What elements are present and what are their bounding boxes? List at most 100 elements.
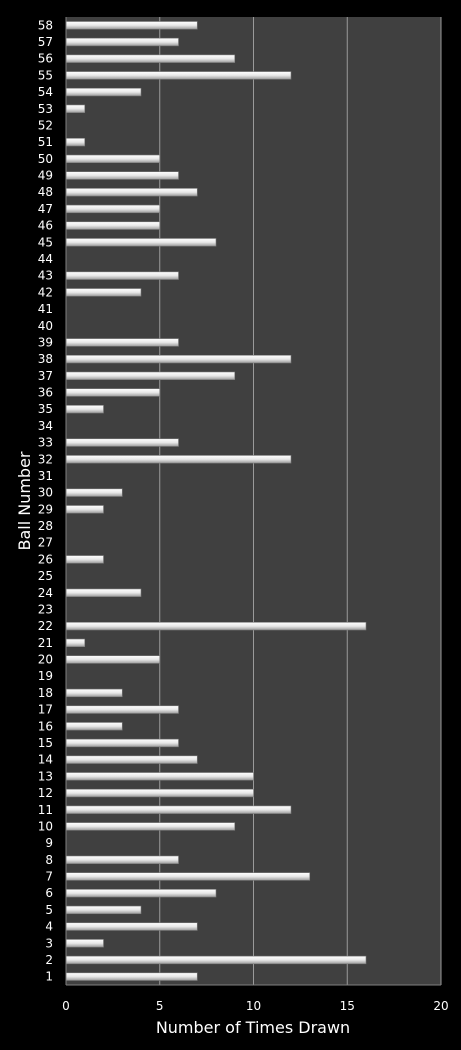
y-tick-label: 41 [38,302,53,316]
bar-ball-57 [65,37,179,47]
bar-ball-20 [65,655,161,664]
bar-ball-35 [65,405,104,414]
y-tick-label: 15 [38,736,53,750]
y-tick-label: 12 [38,786,53,800]
bar-ball-32 [65,455,292,464]
bar-ball-3 [65,939,104,948]
x-axis-title: Number of Times Drawn [156,1018,350,1037]
bar-ball-43 [65,271,179,280]
y-tick-label: 31 [38,469,53,483]
bar-ball-11 [65,805,292,814]
bar-ball-16 [65,722,123,731]
y-tick-label: 56 [38,52,53,66]
y-tick-label: 51 [38,135,53,149]
bar-ball-33 [65,438,179,447]
bar-ball-56 [65,54,236,63]
x-tick-label: 5 [156,999,164,1013]
bar-ball-13 [65,772,254,781]
y-tick-label: 11 [38,803,53,817]
y-tick-label: 7 [45,870,53,884]
bar-ball-5 [65,905,142,915]
bar-ball-15 [65,738,179,748]
bar-ball-47 [65,204,161,214]
bar-ball-39 [65,338,179,347]
y-tick-label: 40 [38,319,53,333]
bar-ball-7 [65,872,311,881]
x-tick-labels: 0 5 10 15 20 [62,999,448,1013]
y-tick-label: 39 [38,335,53,349]
bar-ball-6 [65,889,217,898]
y-tick-label: 43 [38,269,53,283]
bar-ball-30 [65,488,123,497]
bar-ball-36 [65,388,161,397]
y-tick-label: 54 [38,85,53,99]
y-tick-label: 13 [38,769,53,783]
y-tick-labels: 1234567891011121314151617181920212223242… [38,18,53,983]
y-tick-label: 34 [38,419,53,433]
y-tick-label: 3 [45,936,53,950]
y-tick-label: 35 [38,402,53,416]
y-axis-title: Ball Number [15,451,34,550]
bar-ball-37 [65,371,236,380]
y-tick-label: 21 [38,636,53,650]
y-tick-label: 50 [38,152,53,166]
y-tick-label: 16 [38,719,53,733]
bar-ball-14 [65,755,198,764]
bar-ball-26 [65,555,104,564]
y-tick-label: 45 [38,235,53,249]
y-tick-label: 48 [38,185,53,199]
bar-ball-42 [65,288,142,297]
bar-ball-1 [65,972,198,981]
y-tick-label: 53 [38,102,53,116]
y-tick-label: 2 [45,953,53,967]
y-tick-label: 17 [38,703,53,717]
y-tick-label: 32 [38,452,53,466]
bar-ball-38 [65,354,292,364]
bar-ball-48 [65,188,198,197]
y-tick-label: 38 [38,352,53,366]
x-tick-label: 10 [246,999,261,1013]
bar-ball-8 [65,855,179,864]
bar-ball-50 [65,154,161,164]
y-tick-label: 8 [45,853,53,867]
y-tick-label: 28 [38,519,53,533]
bar-ball-53 [65,104,86,113]
x-tick-label: 15 [340,999,355,1013]
y-tick-label: 58 [38,18,53,32]
y-tick-label: 1 [45,970,53,984]
y-tick-label: 27 [38,536,53,550]
y-tick-label: 14 [38,753,53,767]
bar-ball-4 [65,922,198,931]
y-tick-label: 23 [38,602,53,616]
y-tick-label: 33 [38,436,53,450]
bars [65,21,367,981]
y-tick-label: 26 [38,552,53,566]
y-tick-label: 19 [38,669,53,683]
y-tick-label: 29 [38,502,53,516]
bar-ball-54 [65,87,142,97]
bar-ball-51 [65,138,86,147]
y-tick-label: 49 [38,169,53,183]
bar-ball-2 [65,955,367,965]
bar-ball-17 [65,705,179,714]
y-tick-label: 57 [38,35,53,49]
y-tick-label: 10 [38,819,53,833]
bar-ball-10 [65,822,236,831]
x-tick-label: 20 [433,999,448,1013]
y-tick-label: 52 [38,118,53,132]
y-tick-label: 55 [38,68,53,82]
y-tick-label: 24 [38,586,53,600]
bar-ball-22 [65,622,367,631]
bar-ball-12 [65,788,254,798]
bar-ball-21 [65,638,86,648]
bar-ball-55 [65,71,292,80]
y-tick-label: 20 [38,653,53,667]
y-tick-label: 22 [38,619,53,633]
bar-ball-24 [65,588,142,597]
bar-ball-49 [65,171,179,180]
y-tick-label: 25 [38,569,53,583]
y-tick-label: 44 [38,252,53,266]
bar-ball-18 [65,688,123,698]
x-tick-label: 0 [62,999,70,1013]
